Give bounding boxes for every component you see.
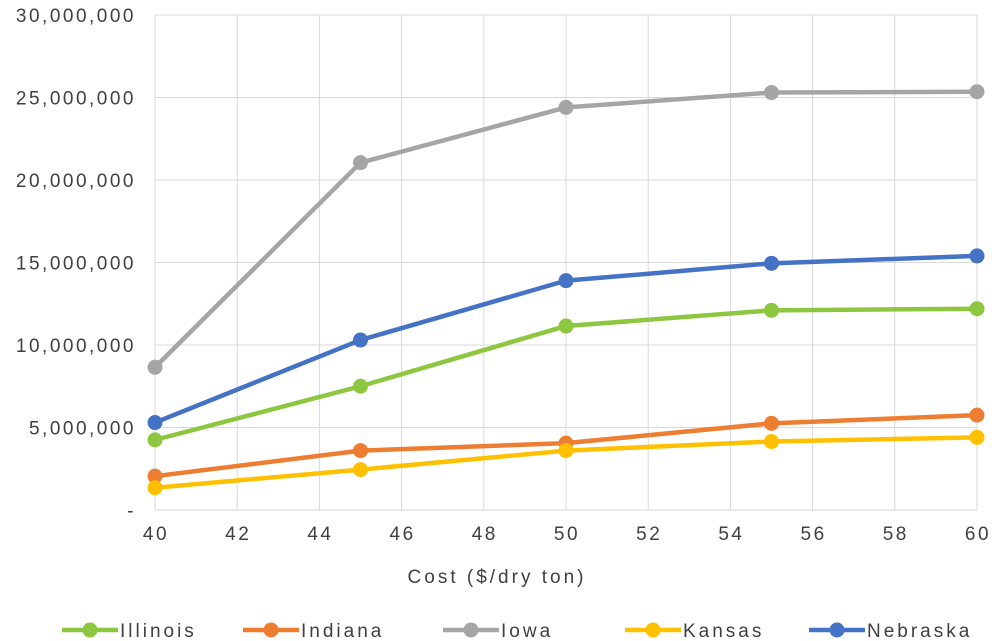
x-tick-label: 44 [307, 524, 333, 545]
data-point-illinois [969, 301, 985, 317]
x-tick-label: 58 [883, 524, 909, 545]
data-point-nebraska [969, 248, 985, 264]
x-tick-label: 56 [801, 524, 827, 545]
x-tick-label: 54 [718, 524, 744, 545]
data-point-indiana [147, 468, 163, 484]
x-tick-label: 46 [390, 524, 416, 545]
x-tick-label: 48 [472, 524, 498, 545]
legend-swatch-marker [463, 622, 479, 638]
data-point-indiana [969, 407, 985, 423]
series-illinois [147, 301, 985, 448]
legend-item-kansas: Kansas [625, 621, 764, 641]
legend-swatch-marker [82, 622, 98, 638]
legend-item-indiana: Indiana [243, 621, 384, 641]
x-tick-label: 52 [636, 524, 662, 545]
data-point-indiana [764, 415, 779, 431]
x-tick-label: 60 [965, 524, 991, 545]
data-point-nebraska [558, 273, 574, 289]
data-point-illinois [764, 302, 779, 318]
x-tick-label: 40 [143, 524, 169, 545]
legend-label: Nebraska [867, 621, 972, 641]
legend-label: Iowa [501, 621, 553, 641]
series-lines [147, 84, 985, 496]
data-point-kansas [353, 462, 368, 478]
data-point-iowa [558, 99, 574, 115]
legend-item-illinois: Illinois [62, 621, 197, 641]
data-point-iowa [147, 359, 163, 375]
data-point-nebraska [764, 255, 779, 271]
data-point-iowa [969, 84, 985, 100]
x-tick-label: 42 [225, 524, 251, 545]
legend-item-nebraska: Nebraska [809, 621, 972, 641]
y-tick-label: 15,000,000 [16, 254, 136, 275]
legend-label: Kansas [683, 621, 764, 641]
data-point-indiana [353, 443, 368, 459]
y-tick-label: 25,000,000 [16, 89, 136, 110]
series-iowa [147, 84, 985, 375]
data-point-illinois [558, 318, 574, 334]
y-tick-label: 10,000,000 [16, 336, 136, 357]
y-tick-label: 30,000,000 [16, 6, 136, 27]
data-point-illinois [353, 378, 368, 394]
legend-swatch-marker [645, 622, 661, 638]
data-point-kansas [558, 443, 574, 459]
y-tick-label: - [127, 501, 136, 522]
data-point-kansas [969, 429, 985, 445]
legend-swatch-marker [263, 622, 279, 638]
data-point-kansas [147, 480, 163, 496]
series-nebraska [147, 248, 985, 431]
data-point-iowa [353, 155, 368, 171]
legend-item-iowa: Iowa [443, 621, 553, 641]
data-point-iowa [764, 85, 779, 101]
data-point-nebraska [147, 415, 163, 431]
data-point-illinois [147, 432, 163, 448]
data-point-kansas [764, 434, 779, 450]
x-axis-ticks: 40 42 44 46 48 50 52 54 56 58 60 [143, 524, 991, 545]
legend-swatch-marker [829, 622, 845, 638]
legend: Illinois Indiana Iowa Kansas Nebraska [62, 621, 972, 641]
y-tick-label: 5,000,000 [29, 419, 136, 440]
x-axis-title: Cost ($/dry ton) [408, 567, 587, 588]
legend-label: Illinois [120, 621, 197, 641]
x-tick-label: 50 [554, 524, 580, 545]
legend-label: Indiana [301, 621, 384, 641]
y-axis-ticks: - 5,000,000 10,000,000 15,000,000 20,000,000… [16, 6, 136, 522]
data-point-nebraska [353, 332, 368, 348]
y-tick-label: 20,000,000 [16, 171, 136, 192]
series-kansas [147, 429, 985, 496]
